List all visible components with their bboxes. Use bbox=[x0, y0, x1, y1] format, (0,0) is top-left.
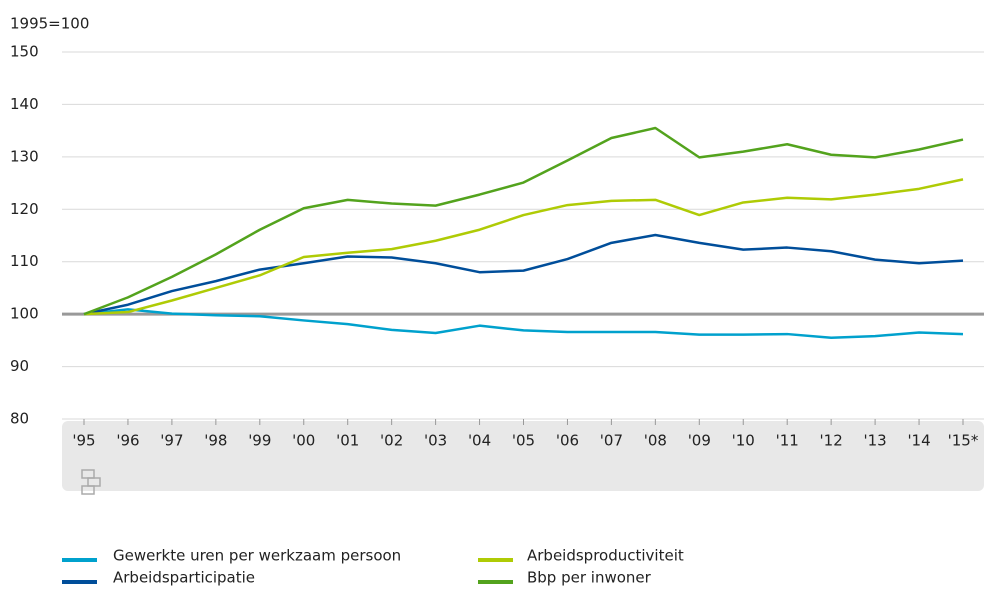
legend-label: Bbp per inwoner bbox=[527, 569, 652, 587]
x-tick-label: '14 bbox=[907, 432, 930, 450]
x-tick-label: '96 bbox=[116, 432, 139, 450]
x-tick-label: '06 bbox=[556, 432, 579, 450]
x-tick-label: '12 bbox=[820, 432, 843, 450]
x-tick-label: '04 bbox=[468, 432, 491, 450]
series-line bbox=[83, 308, 964, 339]
x-tick-label: '95 bbox=[72, 432, 95, 450]
x-tick-label: '02 bbox=[380, 432, 403, 450]
logo bbox=[81, 469, 101, 495]
legend-label: Arbeidsproductiviteit bbox=[527, 547, 684, 565]
series-line bbox=[83, 126, 964, 316]
y-tick-label: 140 bbox=[10, 95, 39, 113]
series-line bbox=[83, 178, 964, 316]
axis-panel bbox=[62, 421, 984, 491]
x-tick-label: '03 bbox=[424, 432, 447, 450]
x-tick-label: '13 bbox=[863, 432, 886, 450]
x-tick-label: '07 bbox=[600, 432, 623, 450]
y-tick-label: 120 bbox=[10, 200, 39, 218]
x-tick-label: '00 bbox=[292, 432, 315, 450]
legend-label: Arbeidsparticipatie bbox=[113, 569, 255, 587]
x-tick-label: '08 bbox=[644, 432, 667, 450]
series-line bbox=[83, 233, 964, 316]
x-tick-label: '98 bbox=[204, 432, 227, 450]
legend-label: Gewerkte uren per werkzaam persoon bbox=[113, 547, 401, 565]
x-tick-label: '15* bbox=[948, 432, 979, 450]
x-tick-label: '11 bbox=[776, 432, 799, 450]
x-tick-label: '97 bbox=[160, 432, 183, 450]
y-tick-label: 100 bbox=[10, 305, 39, 323]
y-axis-label: 1995=100 bbox=[10, 15, 89, 33]
y-tick-label: 130 bbox=[10, 147, 39, 165]
x-tick-label: '10 bbox=[732, 432, 755, 450]
x-tick-label: '01 bbox=[336, 432, 359, 450]
y-tick-label: 150 bbox=[10, 43, 39, 61]
y-tick-label: 90 bbox=[10, 357, 29, 375]
y-tick-label: 110 bbox=[10, 252, 39, 270]
x-tick-label: '09 bbox=[688, 432, 711, 450]
y-tick-label: 80 bbox=[10, 410, 29, 428]
x-tick-label: '99 bbox=[248, 432, 271, 450]
x-tick-label: '05 bbox=[512, 432, 535, 450]
